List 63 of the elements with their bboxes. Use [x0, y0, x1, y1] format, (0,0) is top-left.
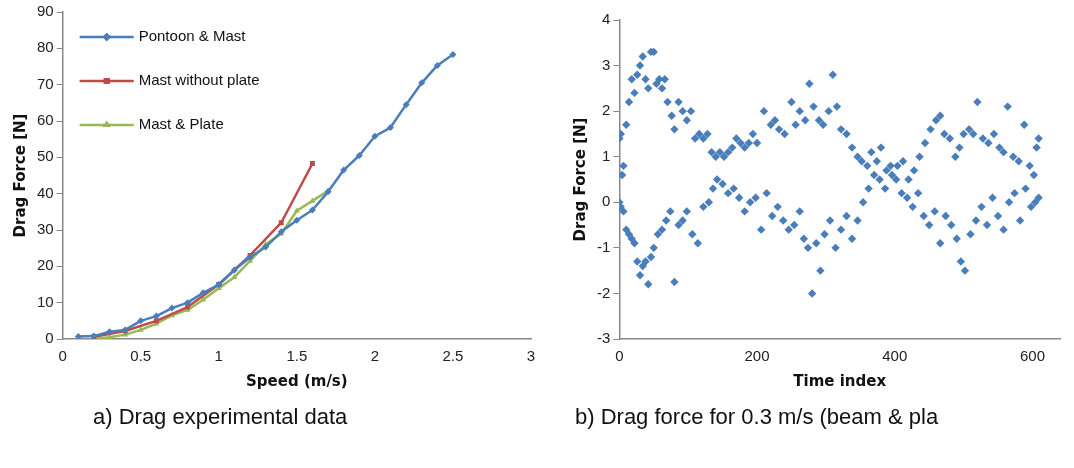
point: [231, 273, 238, 279]
y-tick-label: 1: [601, 146, 611, 164]
point: [168, 304, 176, 312]
y-tick-label: 0: [601, 192, 611, 210]
point: [309, 197, 316, 203]
x-tick-label: 0: [615, 347, 624, 365]
point: [278, 220, 284, 226]
x-tick-label: 400: [882, 347, 908, 365]
y-tick-label: 90: [37, 2, 54, 20]
y-tick-label: -2: [596, 283, 611, 301]
point: [402, 101, 410, 109]
x-tick-label: 3: [526, 347, 536, 365]
point: [230, 266, 238, 274]
text: a) Drag experimental data: [93, 404, 348, 430]
x-tick-label: 0: [58, 347, 67, 365]
point: [262, 243, 270, 251]
y-tick-label: 10: [37, 292, 54, 310]
y-tick-label: 2: [601, 101, 611, 119]
y-tick-label: 50: [37, 147, 54, 165]
point: [418, 79, 426, 87]
x-tick-label: 1.5: [286, 347, 308, 365]
text: b) Drag force for 0.3 m/s (beam & pla: [575, 404, 939, 430]
y-tick-label: 4: [601, 10, 611, 28]
legend-label: Pontoon & Mast: [138, 27, 247, 45]
point: [74, 332, 82, 339]
y-axis-title: Drag Force [N]: [570, 117, 589, 242]
y-axis-title: Drag Force [N]: [10, 113, 29, 238]
legend-label: Mast without plate: [138, 71, 260, 89]
x-tick-label: 200: [744, 347, 770, 365]
y-tick-label: 40: [37, 183, 54, 201]
point: [152, 312, 160, 320]
y-tick-label: -3: [596, 329, 611, 347]
point: [433, 61, 441, 69]
y-tick-label: 0: [45, 329, 54, 347]
point: [308, 206, 316, 214]
point: [293, 216, 301, 224]
point: [137, 326, 144, 332]
point: [184, 299, 192, 307]
point: [309, 161, 315, 166]
y-tick-label: 20: [37, 256, 54, 274]
point: [371, 132, 379, 140]
point: [137, 317, 145, 325]
x-tick-label: 0.5: [130, 347, 152, 365]
point: [340, 166, 348, 174]
x-axis-title: Speed (m/s): [246, 371, 348, 390]
y-tick-label: -1: [596, 238, 611, 255]
x-tick-label: 600: [1019, 347, 1045, 365]
x-tick-label: 2.5: [442, 347, 464, 365]
legend-label: Mast & Plate: [138, 115, 224, 133]
y-tick-label: 60: [37, 111, 54, 129]
point: [200, 296, 207, 302]
x-tick-label: 2: [370, 347, 380, 365]
y-tick-label: 80: [37, 38, 54, 56]
y-tick-label: 70: [37, 74, 54, 92]
x-tick-label: 1: [214, 347, 223, 365]
point: [449, 51, 457, 59]
point: [106, 328, 114, 336]
x-axis-title: Time index: [793, 371, 887, 390]
point: [199, 289, 207, 297]
y-tick-label: 30: [37, 220, 54, 238]
point: [387, 124, 395, 132]
y-tick-label: 3: [601, 55, 611, 73]
point: [355, 152, 363, 160]
